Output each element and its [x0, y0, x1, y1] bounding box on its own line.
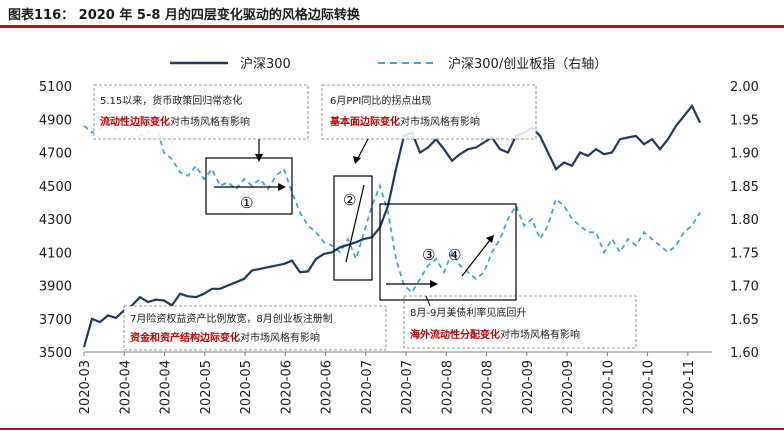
callout-2	[357, 138, 369, 159]
annotation-3-highlight: 资金和资产结构边际变化	[130, 331, 240, 344]
y-right-tick-label: 1.80	[730, 213, 759, 228]
x-tick-label: 2020-05	[199, 360, 214, 414]
y-left-tick-label: 3900	[39, 280, 72, 295]
y-right-axis: 1.60 1.65 1.70 1.75 1.80 1.85 1.90 1.95 2.00	[730, 80, 759, 361]
y-right-tick-label: 1.65	[730, 313, 759, 328]
annotation-4-line1: 8月-9月美债利率见底回升	[410, 306, 526, 319]
annotation-box-4	[403, 295, 637, 349]
x-tick-label: 2020-05	[239, 360, 254, 414]
x-tick-label: 2020-08	[440, 360, 455, 414]
y-right-tick-label: 2.00	[730, 80, 759, 95]
annotation-4-highlight: 海外流动性分配变化	[410, 328, 500, 341]
legend: 沪深300 沪深300/创业板指（右轴）	[170, 56, 607, 72]
y-left-tick-label: 3700	[39, 313, 72, 328]
region-1-arrow-head	[278, 183, 286, 191]
annotation-3: 7月险资权益资产比例放宽，8月创业板注册制 资金和资产结构边际变化对市场风格有影…	[123, 305, 387, 351]
y-right-tick-label: 1.85	[730, 180, 759, 195]
x-tick-label: 2020-03	[78, 360, 93, 414]
annotation-4-line2: 海外流动性分配变化对市场风格有影响	[410, 328, 580, 341]
y-right-tick-label: 1.95	[730, 113, 759, 128]
y-left-tick-label: 3500	[39, 346, 72, 361]
series-line-hs300	[82, 103, 701, 348]
legend-label-series-1: 沪深300	[240, 56, 291, 72]
annotation-1-rest: 对市场风格有影响	[170, 115, 250, 128]
x-tick-label: 2020-07	[360, 360, 375, 414]
region-box-3	[379, 203, 517, 301]
region-box-1	[205, 157, 293, 215]
annotation-box-1	[93, 84, 309, 140]
x-tick-label: 2020-06	[279, 360, 294, 414]
x-tick-label: 2020-11	[682, 360, 697, 414]
annotation-1-highlight: 流动性边际变化	[100, 115, 170, 128]
annotation-2-rest: 对市场风格有影响	[400, 115, 480, 128]
y-left-tick-label: 4300	[39, 213, 72, 228]
region-4-arrow	[461, 239, 491, 277]
callout-1-head	[255, 154, 263, 162]
callout-4	[425, 295, 431, 307]
y-right-tick-label: 1.75	[730, 246, 759, 261]
annotation-1-line1: 5.15以来，货币政策回归常态化	[100, 94, 242, 107]
y-right-tick-label: 1.70	[730, 280, 759, 295]
marker-4: ④	[448, 246, 461, 264]
region-box-2	[333, 175, 373, 281]
x-tick-label: 2020-04	[159, 360, 174, 414]
annotation-3-line1: 7月险资权益资产比例放宽，8月创业板注册制	[130, 312, 333, 325]
annotation-2-line1: 6月PPI同比的拐点出现	[330, 94, 431, 107]
annotation-box-3	[123, 305, 387, 351]
callout-2-head	[353, 156, 361, 164]
legend-label-series-2: 沪深300/创业板指（右轴）	[448, 56, 607, 72]
x-tick-label: 2020-08	[481, 360, 496, 414]
y-left-tick-label: 4900	[39, 113, 72, 128]
annotation-2-line2: 基本面边际变化对市场风格有影响	[329, 115, 480, 128]
annotation-3-rest: 对市场风格有影响	[240, 331, 320, 344]
title-rule	[0, 25, 784, 28]
x-tick-label: 2020-09	[521, 360, 536, 414]
y-left-tick-label: 4100	[39, 246, 72, 261]
x-tick-label: 2020-10	[601, 360, 616, 414]
annotation-2-highlight: 基本面边际变化	[329, 115, 400, 128]
annotation-3-line2: 资金和资产结构边际变化对市场风格有影响	[130, 331, 320, 344]
y-left-tick-label: 4500	[39, 180, 72, 195]
y-right-tick-label: 1.60	[730, 346, 759, 361]
x-tick-label: 2020-10	[642, 360, 657, 414]
marker-3: ③	[422, 246, 435, 264]
x-tick-label: 2020-04	[118, 360, 133, 414]
y-left-axis: 3500 3700 3900 4100 4300 4500 4700 4900 5100	[39, 80, 72, 361]
region-3-arrow-head	[430, 280, 438, 288]
annotation-2: 6月PPI同比的拐点出现 基本面边际变化对市场风格有影响	[321, 84, 537, 140]
x-tick-label: 2020-07	[400, 360, 415, 414]
x-tick-label: 2020-06	[320, 360, 335, 414]
marker-2: ②	[343, 191, 356, 209]
region-4-arrow-head	[486, 235, 494, 243]
annotation-box-2	[321, 84, 537, 140]
annotation-4: 8月-9月美债利率见底回升 海外流动性分配变化对市场风格有影响	[403, 295, 637, 349]
x-axis: 2020-03 2020-04 2020-04 2020-05 2020-05 2020-…	[78, 352, 697, 414]
y-left-tick-label: 4700	[39, 147, 72, 162]
y-left-tick-label: 5100	[39, 80, 72, 95]
bottom-rule	[0, 428, 784, 430]
y-right-tick-label: 1.90	[730, 147, 759, 162]
annotation-1: 5.15以来，货币政策回归常态化 流动性边际变化对市场风格有影响	[93, 84, 309, 140]
annotation-4-rest: 对市场风格有影响	[500, 328, 580, 341]
region-2-arrow	[345, 184, 365, 263]
series-line-ratio	[83, 114, 701, 294]
annotation-1-line2: 流动性边际变化对市场风格有影响	[100, 115, 250, 128]
figure-title: 图表116： 2020 年 5-8 月的四层变化驱动的风格边际转换	[8, 8, 360, 23]
marker-1: ①	[240, 194, 253, 212]
x-tick-label: 2020-09	[561, 360, 576, 414]
